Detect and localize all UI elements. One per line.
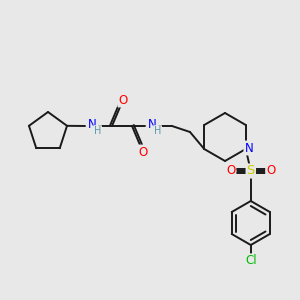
Text: O: O [118, 94, 127, 106]
Text: O: O [226, 164, 236, 178]
Text: N: N [244, 142, 253, 154]
Text: S: S [247, 164, 255, 178]
Text: N: N [88, 118, 96, 131]
Text: Cl: Cl [245, 254, 256, 268]
Text: H: H [154, 126, 161, 136]
Text: O: O [266, 164, 275, 178]
Text: O: O [138, 146, 148, 158]
Text: H: H [94, 126, 101, 136]
Text: N: N [148, 118, 156, 131]
